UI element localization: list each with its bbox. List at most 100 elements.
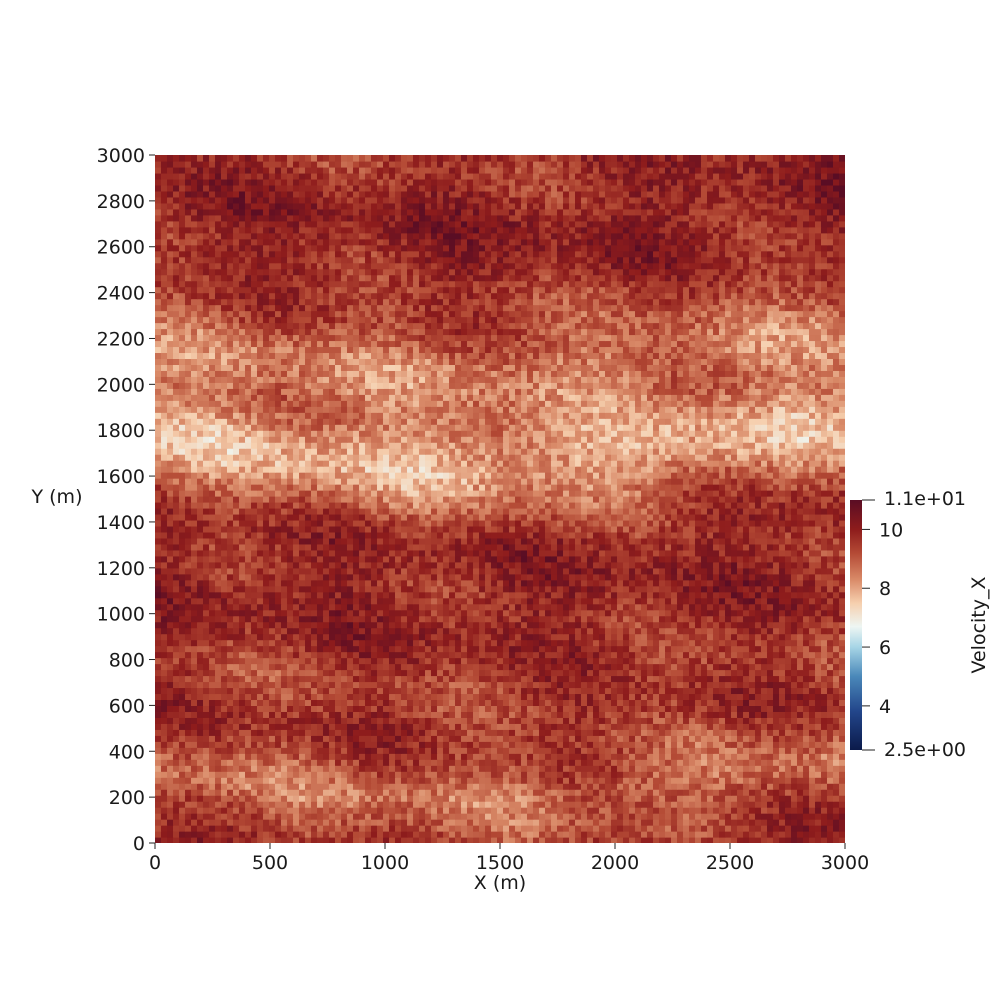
heatmap-cell <box>317 771 324 778</box>
heatmap-cell <box>395 813 402 820</box>
heatmap-cell <box>233 717 240 724</box>
heatmap-cell <box>617 729 624 736</box>
heatmap-cell <box>713 633 720 641</box>
heatmap-cell <box>515 783 522 790</box>
heatmap-cell <box>701 699 708 706</box>
heatmap-cell <box>527 663 534 671</box>
heatmap-cell <box>683 771 690 778</box>
heatmap-cell <box>365 705 372 712</box>
heatmap-cell <box>605 723 612 730</box>
heatmap-cell <box>161 705 168 712</box>
heatmap-cell <box>455 681 462 689</box>
heatmap-cell <box>587 777 594 784</box>
heatmap-cell <box>557 717 564 724</box>
heatmap-cell <box>635 807 642 814</box>
heatmap-cell <box>473 729 480 736</box>
heatmap-cell <box>449 621 456 629</box>
heatmap-cell <box>593 831 600 838</box>
heatmap-cell <box>599 795 606 802</box>
heatmap-cell <box>767 693 774 701</box>
heatmap-cell <box>467 741 474 748</box>
heatmap-cell <box>641 789 648 796</box>
heatmap-cell <box>779 723 786 730</box>
heatmap-cell <box>527 765 534 772</box>
heatmap-cell <box>359 723 366 730</box>
heatmap-cell <box>275 759 282 766</box>
heatmap-cell <box>737 717 744 724</box>
heatmap-cell <box>539 657 546 665</box>
heatmap-cell <box>665 663 672 671</box>
heatmap-cell <box>359 591 366 599</box>
heatmap-cell <box>581 831 588 838</box>
heatmap-cell <box>371 813 378 820</box>
heatmap-cell <box>191 711 198 718</box>
heatmap-cell <box>665 801 672 808</box>
heatmap-cell <box>269 807 276 814</box>
heatmap-cell <box>185 825 192 832</box>
heatmap-cell <box>251 627 258 635</box>
heatmap-cell <box>215 789 222 796</box>
heatmap-cell <box>539 585 546 593</box>
heatmap-cell <box>641 591 648 599</box>
heatmap-cell <box>251 741 258 748</box>
heatmap-cell <box>689 807 696 814</box>
heatmap-cell <box>245 687 252 695</box>
heatmap-cell <box>419 615 426 623</box>
heatmap-cell <box>677 807 684 814</box>
heatmap-cell <box>713 825 720 832</box>
heatmap-cell <box>383 801 390 808</box>
heatmap-cell <box>551 615 558 623</box>
heatmap-cell <box>173 597 180 605</box>
heatmap-cell <box>491 687 498 695</box>
heatmap-cell <box>551 807 558 814</box>
heatmap-cell <box>329 687 336 695</box>
heatmap-cell <box>539 681 546 689</box>
heatmap-cell <box>563 747 570 754</box>
heatmap-cell <box>515 795 522 802</box>
heatmap-cell <box>587 723 594 730</box>
heatmap-cell <box>173 681 180 689</box>
heatmap-cell <box>611 747 618 754</box>
heatmap-cell <box>179 675 186 683</box>
heatmap-cell <box>167 633 174 641</box>
heatmap-cell <box>695 705 702 712</box>
heatmap-cell <box>779 813 786 820</box>
heatmap-cell <box>755 609 762 617</box>
heatmap-cell <box>671 633 678 641</box>
heatmap-cell <box>557 771 564 778</box>
heatmap-cell <box>731 729 738 736</box>
heatmap-cell <box>575 765 582 772</box>
heatmap-cell <box>275 609 282 617</box>
heatmap-cell <box>323 627 330 635</box>
heatmap-cell <box>563 759 570 766</box>
heatmap-cell <box>593 705 600 712</box>
heatmap-cell <box>707 627 714 635</box>
heatmap-cell <box>161 627 168 635</box>
heatmap-cell <box>425 597 432 605</box>
heatmap-cell <box>629 771 636 778</box>
heatmap-cell <box>185 579 192 587</box>
heatmap-cell <box>569 615 576 623</box>
heatmap-cell <box>395 777 402 784</box>
heatmap-cell <box>167 681 174 689</box>
heatmap-cell <box>299 609 306 617</box>
heatmap-cell <box>581 789 588 796</box>
heatmap-cell <box>803 621 810 629</box>
heatmap-cell <box>437 789 444 796</box>
heatmap-cell <box>515 741 522 748</box>
heatmap-cell <box>359 609 366 617</box>
heatmap-cell <box>485 717 492 724</box>
heatmap-cell <box>533 747 540 754</box>
heatmap-cell <box>611 681 618 689</box>
heatmap-cell <box>329 729 336 736</box>
heatmap-cell <box>155 771 162 778</box>
heatmap-cell <box>275 807 282 814</box>
heatmap-cell <box>485 789 492 796</box>
heatmap-cell <box>407 729 414 736</box>
heatmap-cell <box>773 747 780 754</box>
heatmap-cell <box>299 639 306 647</box>
heatmap-cell <box>323 723 330 730</box>
heatmap-cell <box>485 777 492 784</box>
heatmap-cell <box>527 627 534 635</box>
heatmap-cell <box>335 837 342 843</box>
